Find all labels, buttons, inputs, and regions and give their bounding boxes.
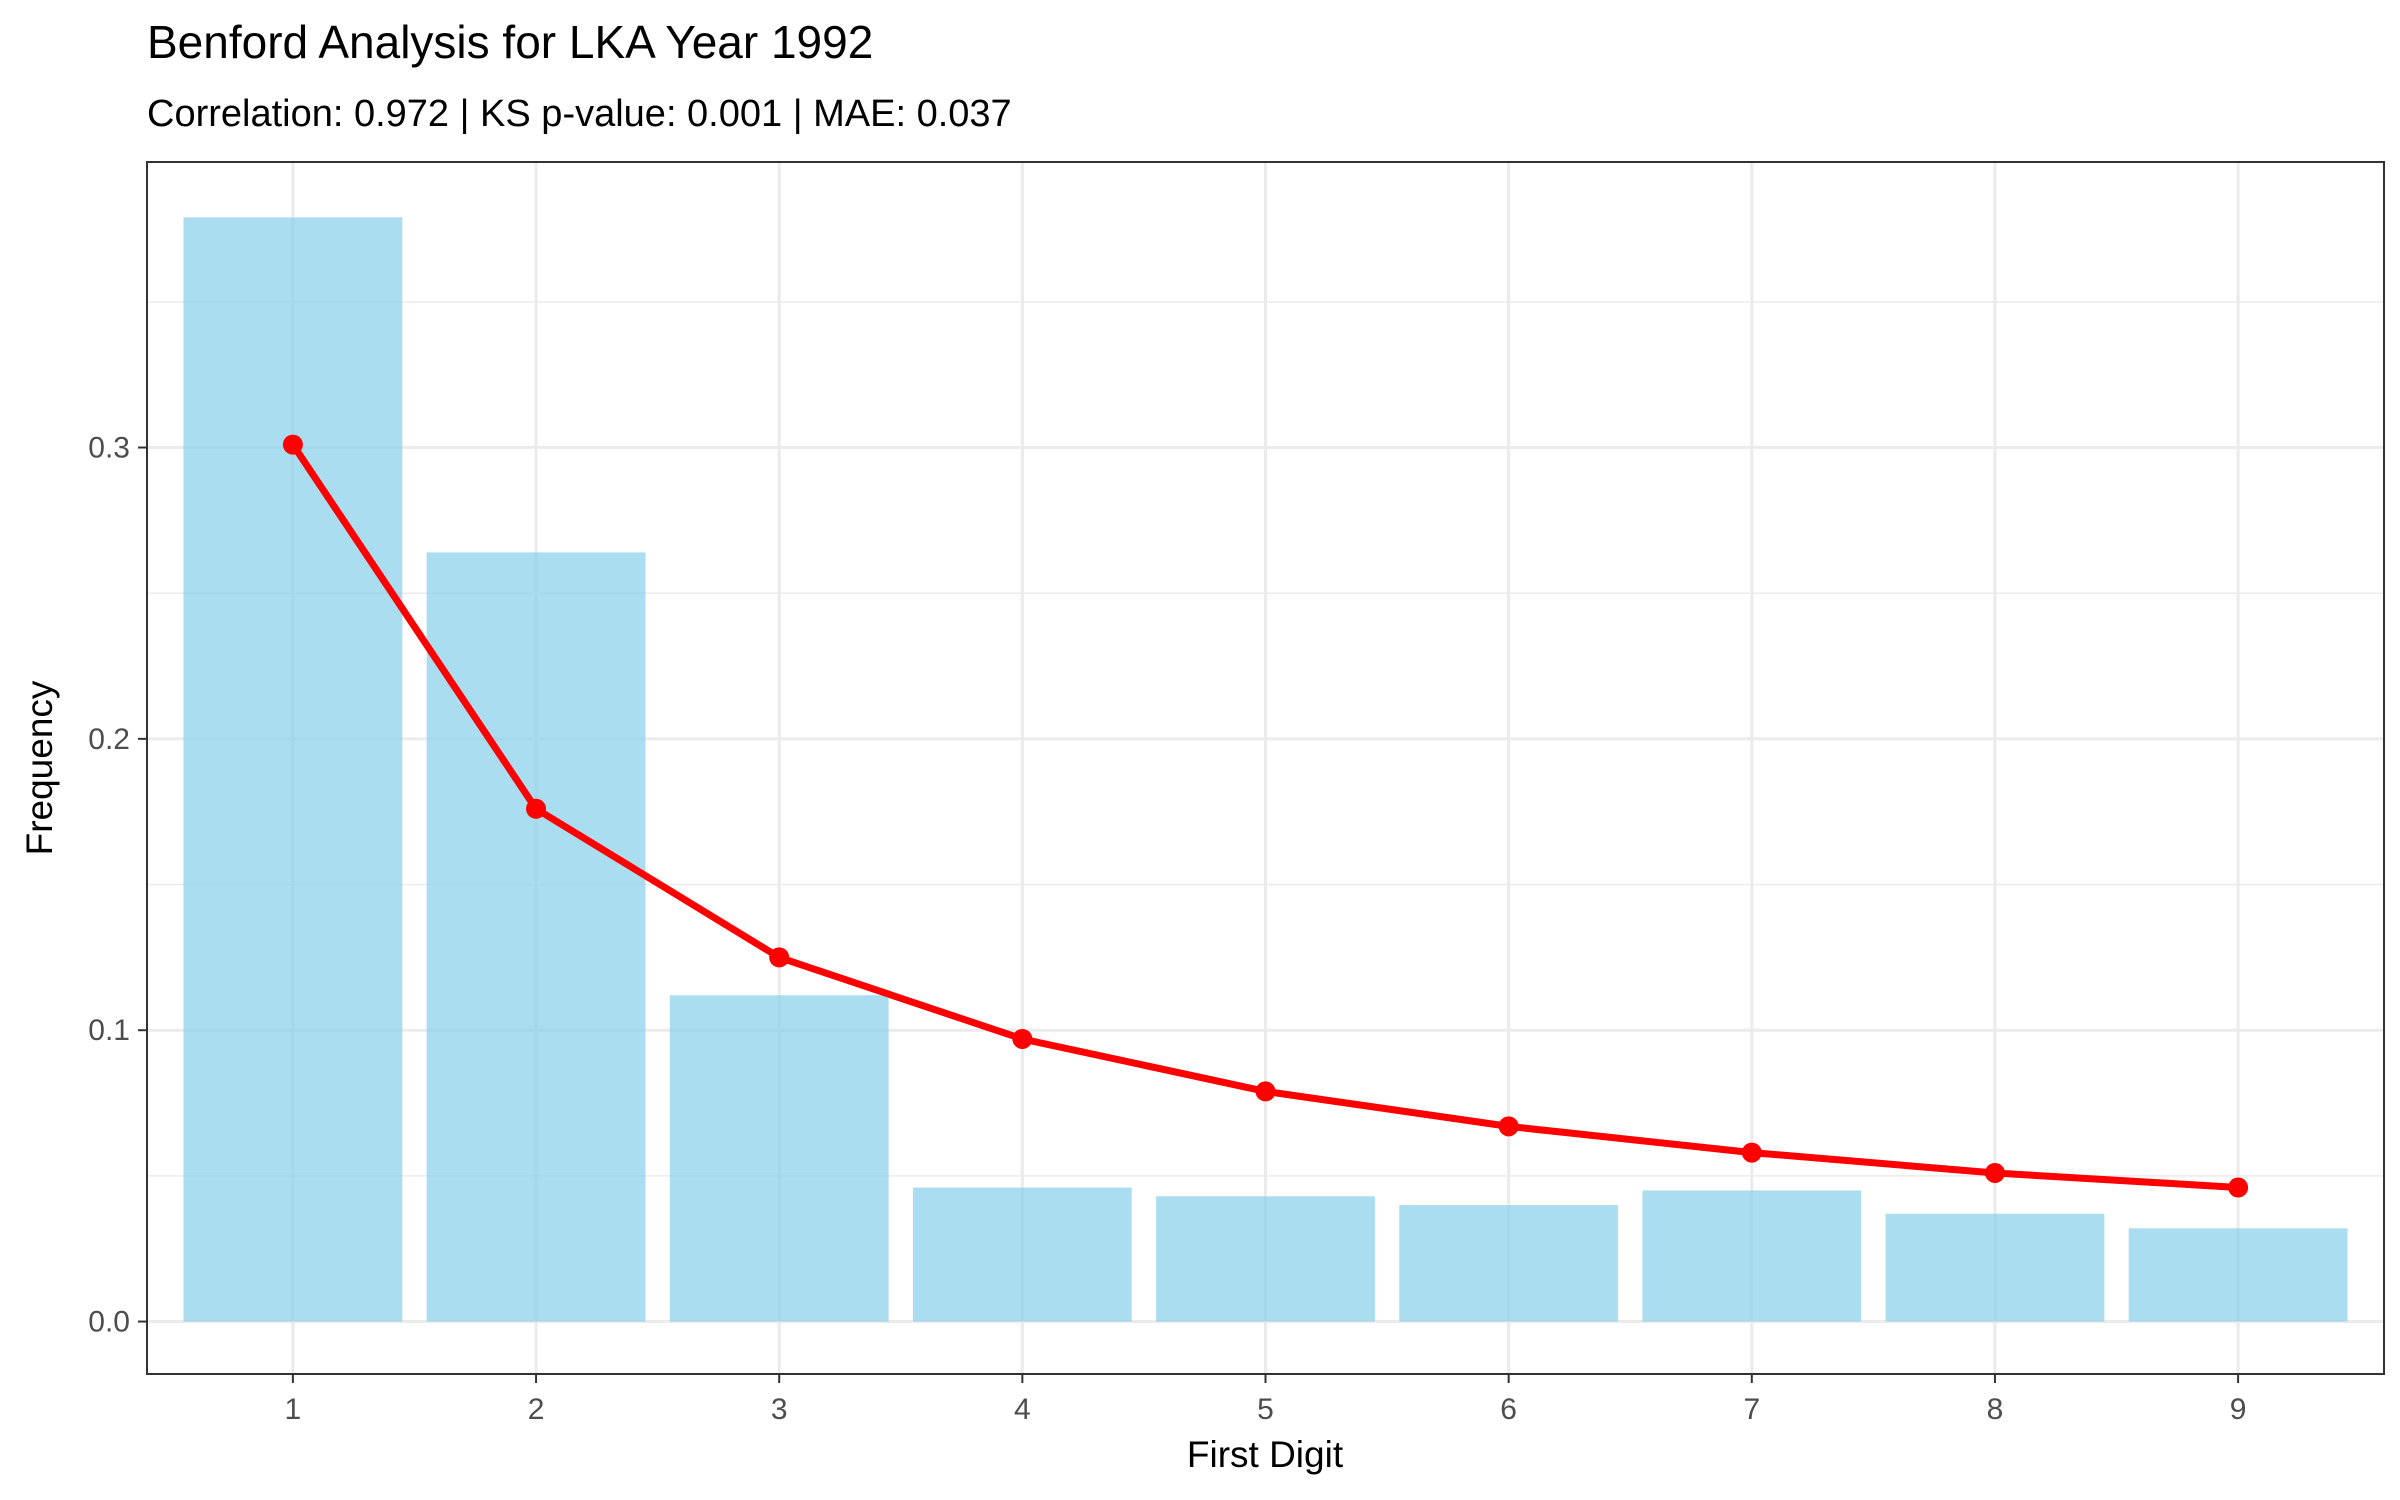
x-tick-label: 7 bbox=[1743, 1393, 1760, 1426]
x-tick-label: 4 bbox=[1014, 1393, 1031, 1426]
x-tick-label: 1 bbox=[285, 1393, 302, 1426]
expected-point-digit-5 bbox=[1255, 1081, 1276, 1102]
chart-subtitle: Correlation: 0.972 | KS p-value: 0.001 |… bbox=[147, 93, 1012, 135]
y-tick-label: 0.0 bbox=[88, 1306, 130, 1339]
expected-point-digit-1 bbox=[282, 434, 303, 455]
y-axis-ticks: 0.0 0.1 0.2 0.3 bbox=[88, 432, 147, 1339]
bar-digit-2 bbox=[426, 552, 646, 1322]
bar-digit-5 bbox=[1156, 1196, 1375, 1322]
x-tick-label: 3 bbox=[771, 1393, 788, 1426]
x-axis-ticks: 1 2 3 4 5 6 7 8 9 bbox=[285, 1374, 2247, 1426]
y-axis-title: Frequency bbox=[19, 680, 60, 855]
bar-digit-6 bbox=[1399, 1205, 1619, 1322]
chart-title: Benford Analysis for LKA Year 1992 bbox=[147, 16, 873, 68]
x-tick-label: 2 bbox=[528, 1393, 545, 1426]
expected-point-digit-4 bbox=[1012, 1028, 1033, 1049]
expected-point-digit-7 bbox=[1741, 1142, 1762, 1163]
benford-expected-series bbox=[282, 434, 2249, 1198]
bar-digit-9 bbox=[2128, 1228, 2348, 1322]
y-tick-label: 0.3 bbox=[88, 432, 130, 465]
y-tick-label: 0.2 bbox=[88, 723, 130, 756]
bar-digit-4 bbox=[912, 1187, 1132, 1322]
x-tick-label: 8 bbox=[1987, 1393, 2004, 1426]
bar-series bbox=[183, 217, 2348, 1322]
x-tick-label: 6 bbox=[1500, 1393, 1517, 1426]
expected-point-digit-2 bbox=[526, 798, 547, 819]
expected-point-digit-8 bbox=[1984, 1162, 2005, 1183]
bar-digit-8 bbox=[1885, 1213, 2105, 1322]
x-tick-label: 5 bbox=[1257, 1393, 1274, 1426]
bar-digit-7 bbox=[1642, 1190, 1862, 1322]
expected-point-digit-9 bbox=[2228, 1177, 2249, 1198]
bar-digit-3 bbox=[669, 995, 889, 1322]
bar-digit-1 bbox=[183, 217, 403, 1322]
x-tick-label: 9 bbox=[2230, 1393, 2247, 1426]
expected-point-digit-6 bbox=[1498, 1116, 1519, 1137]
y-tick-label: 0.1 bbox=[88, 1014, 130, 1047]
expected-point-digit-3 bbox=[769, 947, 790, 968]
x-axis-title: First Digit bbox=[1187, 1434, 1344, 1475]
